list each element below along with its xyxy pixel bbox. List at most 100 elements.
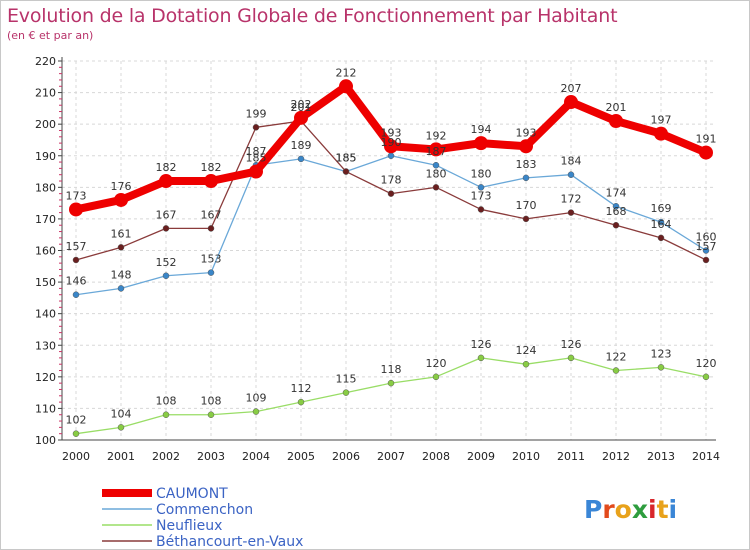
x-tick-label: 2001 [107,450,135,463]
data-label: 189 [291,139,312,152]
data-label: 194 [471,123,492,136]
data-label: 176 [111,180,132,193]
data-point [612,367,620,374]
data-label: 169 [651,202,672,215]
data-point [387,379,395,387]
data-label: 152 [156,256,177,269]
data-point [702,256,710,264]
data-label: 172 [561,193,582,206]
logo-letter: o [615,495,632,524]
data-label: 201 [291,101,312,114]
x-tick-label: 2006 [332,450,360,463]
x-tick-label: 2014 [692,450,720,463]
x-tick-label: 2010 [512,450,540,463]
data-label: 187 [246,145,267,158]
data-label: 173 [66,189,87,202]
data-label: 146 [66,275,87,288]
y-tick-label: 160 [35,245,56,258]
y-tick-label: 110 [35,402,56,415]
data-point [252,124,260,131]
data-label: 108 [201,395,222,408]
y-tick-label: 170 [35,213,56,226]
x-tick-label: 2003 [197,450,225,463]
x-tick-label: 2004 [242,450,270,463]
y-tick-label: 190 [35,150,56,163]
data-label: 193 [516,126,537,139]
data-point [207,269,215,276]
y-tick-label: 120 [35,371,56,384]
data-label: 168 [606,205,627,218]
data-point [657,218,665,226]
y-tick-label: 200 [35,118,56,131]
data-label: 104 [111,407,132,420]
x-tick-label: 2008 [422,450,450,463]
y-tick-label: 220 [35,55,56,68]
y-tick-label: 140 [35,308,56,321]
data-label: 201 [606,101,627,114]
data-point [474,136,488,151]
series-b-thancourt-en-vaux [72,117,710,264]
data-point [384,139,398,154]
data-point [477,184,485,191]
y-tick-label: 150 [35,276,56,289]
logo-letter: i [669,495,678,524]
x-tick-label: 2009 [467,450,495,463]
data-label: 193 [381,126,402,139]
data-point [72,430,80,437]
data-point [387,190,395,197]
data-label: 197 [651,114,672,127]
data-label: 161 [111,227,132,240]
data-label: 124 [516,344,537,357]
data-point [522,174,530,182]
data-point [612,203,620,210]
data-label: 126 [561,338,582,351]
data-point [159,174,173,189]
data-point [162,411,170,418]
data-point [207,411,215,418]
data-point [114,192,128,207]
data-label: 182 [201,161,222,174]
data-point [294,110,308,125]
proxiti-logo: Proxiti [584,495,677,524]
logo-letter: x [632,495,648,524]
data-label: 153 [201,253,222,266]
data-point [612,221,620,229]
data-point [69,202,83,217]
data-label: 173 [471,189,492,202]
data-label: 192 [426,129,447,142]
data-point [72,256,80,264]
data-label: 184 [561,155,582,168]
series-neuflieux [72,354,710,437]
logo-letter: r [602,495,615,524]
data-point [699,145,713,160]
data-point [432,161,440,169]
data-point [567,171,575,178]
x-tick-label: 2002 [152,450,180,463]
data-point [477,354,485,362]
data-label: 108 [156,395,177,408]
data-label: 120 [426,357,447,370]
legend: CAUMONTCommenchonNeuflieuxBéthancourt-en… [102,486,303,549]
data-point [477,206,485,213]
data-point [429,142,443,157]
data-point [297,398,305,406]
data-point [657,364,665,371]
data-point [342,168,350,175]
data-point [387,152,395,159]
data-label: 102 [66,414,87,427]
logo-letter: P [584,495,602,524]
data-label: 178 [381,174,402,187]
data-label: 180 [426,167,447,180]
data-label: 167 [156,208,177,221]
data-label: 191 [696,133,717,146]
data-point [702,373,710,381]
legend-label: Neuflieux [156,518,222,534]
legend-label: Béthancourt-en-Vaux [156,534,303,549]
chart-subtitle: (en € et par an) [7,29,94,42]
data-point [567,354,575,362]
data-label: 183 [516,158,537,171]
data-point [432,373,440,381]
data-label: 120 [696,357,717,370]
